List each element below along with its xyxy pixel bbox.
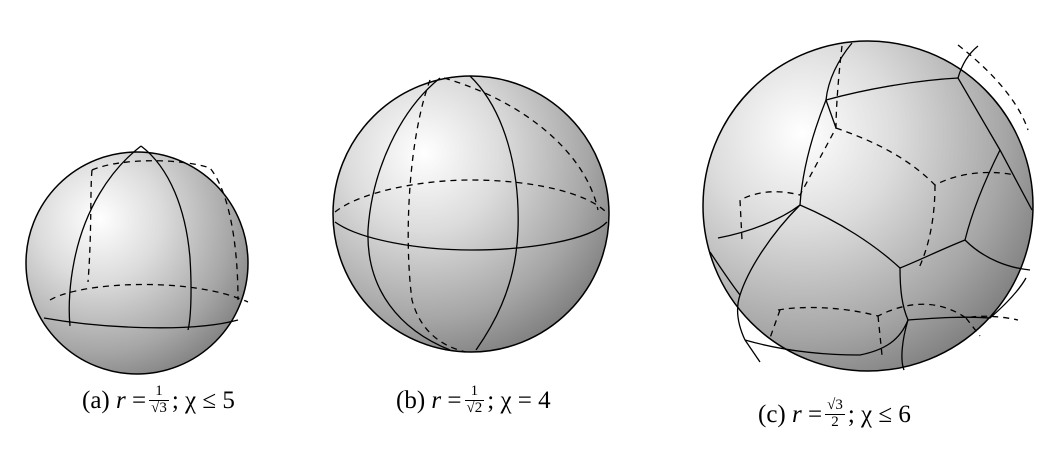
sphere-a [26,146,248,374]
caption-label: (c) [758,401,786,428]
fraction-numerator: 1 [149,384,169,401]
chi-symbol: χ [185,387,196,414]
caption-c: (c) r = √3 2; χ ≤ 6 [758,400,911,433]
separator: ; [487,387,494,414]
equals-sign: = [132,387,146,414]
fraction-numerator: √3 [825,398,845,415]
chi-value: 4 [538,387,551,414]
radius-fraction: √3 2 [825,398,845,431]
equals-sign: = [808,401,822,428]
separator: ; [172,387,179,414]
radius-variable: r [431,387,441,414]
chi-symbol: χ [861,401,872,428]
caption-label: (a) [82,387,110,414]
radius-variable: r [792,401,802,428]
radius-fraction: 1 √3 [149,384,169,417]
caption-b: (b) r = 1 √2; χ = 4 [396,386,551,419]
relation-symbol: ≤ [202,387,216,414]
equals-sign: = [447,387,461,414]
relation-symbol: = [518,387,532,414]
caption-a: (a) r = 1 √3; χ ≤ 5 [82,386,235,419]
fraction-denominator: √3 [149,401,169,417]
radius-variable: r [116,387,126,414]
chi-value: 6 [898,401,911,428]
separator: ; [848,401,855,428]
caption-label: (b) [396,387,425,414]
chi-symbol: χ [500,387,511,414]
radius-fraction: 1 √2 [465,384,485,417]
fraction-numerator: 1 [465,384,485,401]
sphere-c [703,41,1033,371]
sphere-a-body [26,152,248,374]
sphere-b [333,76,609,352]
relation-symbol: ≤ [878,401,892,428]
sphere-b-body [333,76,609,352]
chi-value: 5 [222,387,235,414]
fraction-denominator: √2 [465,401,485,417]
fraction-denominator: 2 [825,415,845,431]
